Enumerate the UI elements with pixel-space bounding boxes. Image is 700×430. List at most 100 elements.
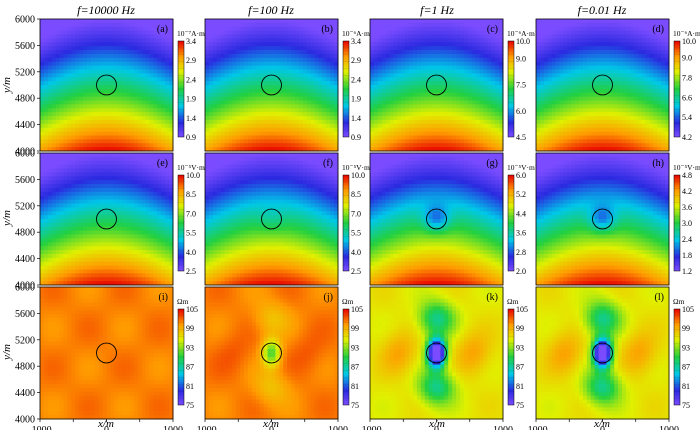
heatmap-cell: [79, 112, 84, 117]
heatmap-cell: [228, 104, 233, 109]
heatmap-cell: [302, 73, 308, 78]
heatmap-cell: [385, 57, 390, 63]
heatmap-cell: [334, 65, 339, 70]
heatmap-cell: [563, 38, 568, 43]
heatmap-cell: [657, 50, 662, 55]
heatmap-cell: [314, 26, 319, 32]
heatmap-cell: [263, 57, 268, 63]
heatmap-cell: [385, 123, 390, 129]
heatmap-cell: [161, 46, 166, 51]
heatmap-cell: [83, 85, 88, 90]
heatmap-cell: [114, 34, 119, 39]
heatmap-cell: [110, 77, 115, 82]
heatmap-cell: [459, 127, 465, 132]
heatmap-cell: [373, 104, 379, 109]
heatmap-cell: [444, 92, 449, 98]
heatmap-cell: [471, 143, 477, 148]
heatmap-cell: [413, 77, 418, 82]
heatmap-cell: [224, 30, 229, 35]
heatmap-cell: [83, 112, 88, 117]
heatmap-cell: [205, 92, 210, 98]
heatmap-cell: [149, 119, 154, 125]
heatmap-cell: [71, 22, 76, 28]
heatmap-cell: [43, 281, 49, 286]
heatmap-cell: [248, 53, 253, 59]
heatmap-cell: [141, 50, 147, 55]
heatmap-cell: [645, 19, 650, 24]
heatmap-cell: [571, 65, 576, 70]
heatmap-cell: [51, 88, 57, 94]
heatmap-cell: [228, 139, 233, 144]
heatmap-cell: [165, 112, 170, 117]
heatmap-cell: [645, 85, 650, 90]
heatmap-cell: [330, 61, 335, 66]
heatmap-cell: [579, 85, 584, 90]
heatmap-cell: [236, 135, 241, 140]
heatmap-cell: [63, 261, 68, 266]
heatmap-cell: [629, 104, 635, 109]
heatmap-cell: [279, 61, 284, 66]
colorbar-tick-label: 0.9: [186, 133, 196, 142]
heatmap-cell: [633, 143, 639, 148]
heatmap-cell: [157, 88, 162, 94]
heatmap-cell: [575, 100, 580, 105]
heatmap-cell: [244, 34, 249, 39]
heatmap-cell: [543, 143, 549, 148]
heatmap-cell: [251, 26, 257, 32]
heatmap-cell: [322, 104, 327, 109]
heatmap-cell: [294, 92, 300, 98]
heatmap-cell: [575, 77, 580, 82]
heatmap-cell: [385, 30, 390, 35]
heatmap-cell: [401, 77, 406, 82]
heatmap-cell: [75, 123, 80, 129]
heatmap-cell: [413, 119, 418, 125]
heatmap-cell: [75, 92, 80, 98]
heatmap-cell: [424, 135, 430, 140]
heatmap-cell: [326, 38, 331, 43]
heatmap-cell: [40, 160, 45, 166]
heatmap-cell: [63, 108, 68, 113]
heatmap-cell: [440, 96, 445, 101]
heatmap-cell: [637, 30, 643, 35]
heatmap-cell: [563, 119, 568, 125]
heatmap-cell: [275, 26, 280, 32]
heatmap-cell: [373, 22, 379, 28]
heatmap-cell: [385, 38, 390, 43]
heatmap-cell: [409, 116, 414, 121]
heatmap-cell: [487, 61, 492, 66]
heatmap-cell: [298, 26, 304, 32]
heatmap-cell: [141, 112, 147, 117]
heatmap-cell: [86, 131, 92, 136]
heatmap-cell: [551, 92, 556, 98]
heatmap-cell: [495, 38, 500, 43]
heatmap-cell: [51, 168, 57, 173]
heatmap-cell: [555, 77, 560, 82]
heatmap-cell: [645, 38, 650, 43]
heatmap-cell: [547, 53, 553, 59]
heatmap-cell: [259, 92, 265, 98]
heatmap-cell: [40, 176, 45, 181]
heatmap-cell: [302, 108, 308, 113]
heatmap-cell: [393, 77, 398, 82]
heatmap-cell: [126, 30, 131, 35]
heatmap-cell: [43, 195, 49, 200]
heatmap-cell: [251, 108, 257, 113]
heatmap-cell: [539, 57, 545, 63]
heatmap-cell: [43, 180, 49, 185]
heatmap-cell: [579, 61, 584, 66]
heatmap-cell: [641, 143, 646, 148]
heatmap-cell: [161, 96, 166, 101]
heatmap-cell: [633, 127, 639, 132]
x-axis-label-1: x/m: [97, 418, 114, 430]
heatmap-cell: [555, 42, 560, 47]
heatmap-cell: [590, 26, 596, 32]
heatmap-cell: [547, 147, 553, 152]
heatmap-cell: [409, 127, 414, 132]
heatmap-cell: [86, 38, 92, 43]
heatmap-cell: [649, 123, 654, 129]
heatmap-cell: [90, 139, 96, 144]
heatmap-cell: [47, 73, 53, 78]
heatmap-cell: [586, 135, 592, 140]
heatmap-cell: [63, 30, 68, 35]
heatmap-cell: [610, 69, 615, 74]
